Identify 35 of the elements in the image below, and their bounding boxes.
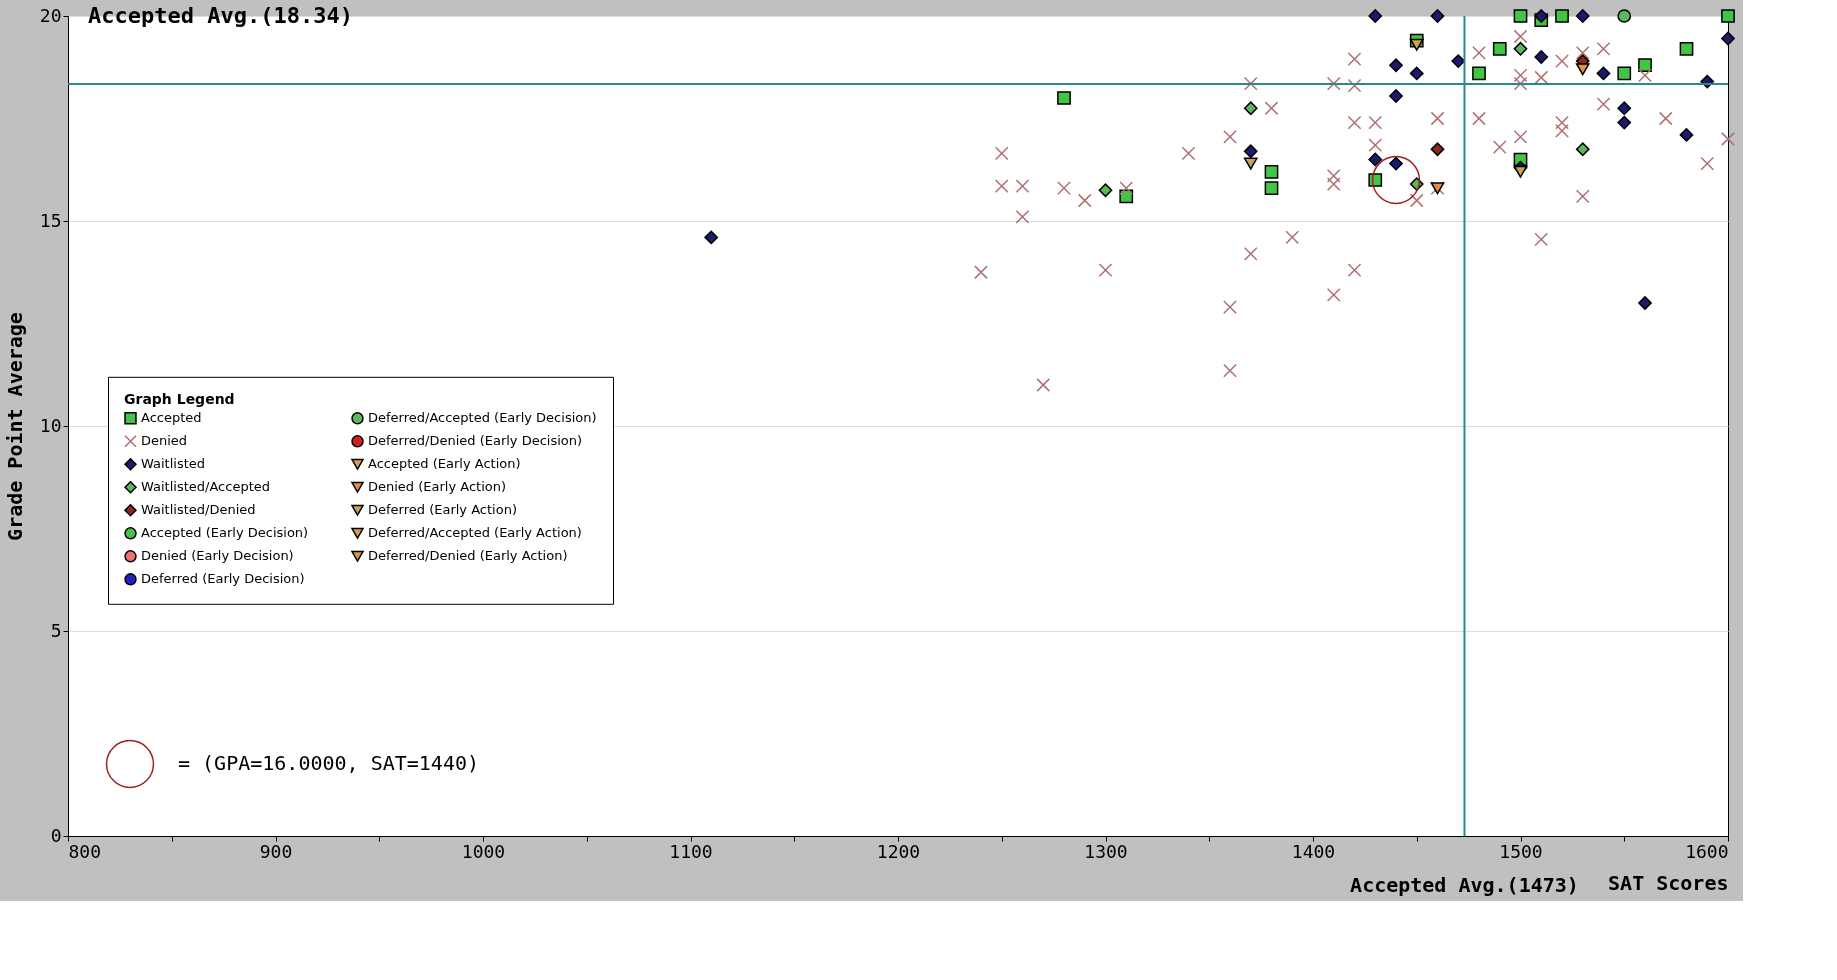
- x-axis-title: SAT Scores: [1608, 870, 1729, 895]
- legend-title: Graph Legend: [124, 390, 235, 407]
- legend-label: Accepted: [141, 410, 202, 426]
- legend-label: Waitlisted/Denied: [141, 502, 256, 518]
- annotation: = (GPA=16.0000, SAT=1440): [178, 751, 480, 775]
- legend-label: Waitlisted: [141, 456, 206, 472]
- x-tick-label: 1400: [1291, 840, 1336, 862]
- x-tick-label: 900: [259, 840, 293, 862]
- x-tick-label: 1000: [461, 840, 506, 862]
- legend-label: Denied (Early Decision): [141, 548, 294, 564]
- legend-label: Deferred/Denied (Early Action): [368, 548, 568, 564]
- legend-label: Accepted (Early Decision): [141, 525, 309, 541]
- ref-line-label: Accepted Avg.(1473): [1350, 873, 1579, 897]
- legend-label: Accepted (Early Action): [368, 456, 521, 472]
- legend-label: Denied (Early Action): [368, 479, 507, 495]
- legend-label: Waitlisted/Accepted: [141, 479, 270, 495]
- x-tick-label: 1600: [1685, 840, 1729, 862]
- x-tick-label: 1500: [1499, 840, 1543, 862]
- y-tick-label: 15: [39, 209, 62, 231]
- x-tick-label: 800: [68, 840, 102, 862]
- y-tick-label: 10: [39, 414, 62, 436]
- legend-label: Denied: [141, 433, 188, 449]
- ref-line-label: Accepted Avg.(18.34): [88, 3, 353, 28]
- legend-label: Deferred/Denied (Early Decision): [368, 433, 583, 449]
- y-tick-label: 5: [50, 619, 62, 641]
- x-tick-label: 1100: [669, 840, 713, 862]
- legend-label: Deferred (Early Decision): [141, 571, 305, 587]
- y-axis-title: Grade Point Average: [2, 312, 27, 541]
- y-tick-label: 0: [50, 824, 62, 846]
- legend-label: Deferred/Accepted (Early Action): [368, 525, 582, 541]
- x-tick-label: 1200: [876, 840, 921, 862]
- legend-label: Deferred (Early Action): [368, 502, 517, 518]
- y-tick-label: 20: [39, 4, 62, 26]
- legend-label: Deferred/Accepted (Early Decision): [368, 410, 597, 426]
- x-tick-label: 1300: [1084, 840, 1128, 862]
